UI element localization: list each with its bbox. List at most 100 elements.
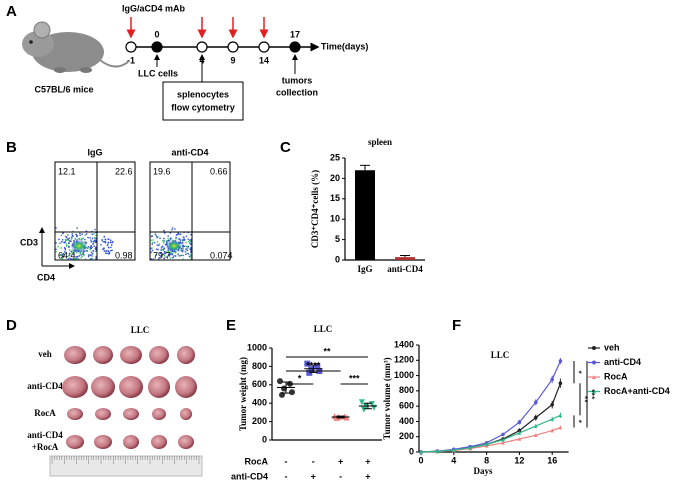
y-tick-label: 600	[399, 401, 414, 411]
density-dot	[106, 252, 108, 255]
density-dot	[177, 253, 180, 256]
panel-label: E	[226, 317, 236, 334]
data-point	[517, 420, 522, 424]
significance-label: **	[580, 396, 590, 404]
density-dot	[182, 258, 184, 260]
mouse-label: C57BL/6 mice	[34, 84, 93, 94]
data-point	[550, 417, 554, 421]
density-dot	[95, 241, 97, 243]
legend-marker	[592, 389, 596, 394]
density-dot	[89, 248, 91, 251]
density-dot	[190, 240, 192, 243]
data-point	[419, 450, 423, 454]
density-dot	[87, 254, 90, 256]
density-dot	[83, 250, 86, 253]
data-point	[558, 413, 563, 418]
density-dot	[92, 242, 95, 245]
density-dot	[84, 238, 86, 241]
density-dot	[67, 255, 70, 257]
density-dot	[82, 237, 84, 240]
y-axis-label: Tumor volume (mm³)	[382, 357, 392, 439]
mouse-icon	[22, 21, 129, 73]
y-tick-label: 0	[262, 434, 267, 444]
density-dot	[92, 250, 95, 252]
density-dot	[68, 254, 71, 256]
density-dot	[175, 237, 177, 240]
density-core	[166, 240, 182, 252]
density-dot	[183, 237, 185, 239]
density-dot	[190, 251, 192, 253]
density-dot	[104, 252, 107, 255]
density-dot	[151, 249, 154, 252]
density-dot	[182, 249, 184, 251]
tumor	[149, 346, 169, 364]
quadrant-value: 12.1	[58, 166, 76, 176]
condition-sign: +	[365, 471, 370, 481]
assay-label: flow cytometry	[171, 102, 235, 112]
density-dot	[90, 254, 93, 256]
density-dot	[159, 252, 162, 255]
density-dot	[169, 251, 172, 253]
density-dot	[104, 241, 107, 244]
significance-label: ***	[587, 389, 597, 400]
density-dot	[73, 239, 75, 242]
row-label: anti-CD4	[27, 381, 63, 391]
condition-sign: +	[365, 456, 370, 466]
density-dot	[159, 237, 161, 239]
density-dot	[188, 240, 190, 243]
x-tick-label: 0	[418, 455, 423, 465]
density-dot	[62, 256, 64, 259]
legend-label: anti-CD4	[604, 357, 641, 367]
density-dot	[168, 254, 171, 256]
density-dot	[82, 252, 85, 254]
data-point	[517, 428, 522, 433]
panel-label: C	[280, 139, 291, 156]
density-dot	[71, 237, 73, 239]
density-dot	[102, 248, 104, 251]
y-axis-label: CD3⁺CD4⁺cells (%)	[310, 170, 320, 248]
density-dot	[76, 235, 78, 238]
density-dot	[59, 242, 61, 244]
x-tick-label: IgG	[357, 264, 372, 274]
density-dot	[185, 248, 187, 250]
density-dot	[190, 243, 192, 246]
density-dot	[186, 252, 189, 255]
density-dot	[167, 239, 170, 242]
density-dot	[152, 258, 155, 260]
row-label: veh	[38, 349, 52, 359]
tumor	[148, 376, 170, 398]
significance-label: ****	[306, 360, 321, 370]
data-point	[501, 432, 505, 437]
tumor	[93, 346, 113, 364]
density-dot	[72, 258, 74, 260]
density-dot	[189, 242, 191, 245]
data-point	[534, 415, 538, 420]
density-dot	[80, 254, 82, 256]
flow-y-label: CD3	[20, 237, 38, 247]
density-dot	[59, 254, 62, 256]
density-dot	[187, 245, 190, 248]
tumor	[94, 435, 112, 449]
density-dot	[185, 235, 188, 237]
legend-marker	[592, 360, 596, 365]
density-dot	[93, 239, 96, 242]
condition-sign: -	[312, 456, 315, 466]
series-line	[420, 382, 561, 453]
condition-sign: -	[339, 471, 342, 481]
density-dot	[162, 253, 164, 255]
density-dot	[67, 242, 70, 245]
x-tick-label: 12	[514, 455, 524, 465]
density-dot	[157, 248, 159, 251]
density-dot	[90, 258, 92, 260]
chart-title: LLC	[314, 324, 333, 334]
density-dot	[108, 238, 110, 240]
density-dot	[100, 244, 102, 246]
density-dot	[190, 233, 192, 236]
density-dot	[166, 240, 169, 243]
density-dot	[86, 246, 89, 249]
assay-label: splenocytes	[177, 89, 229, 99]
density-dot	[174, 228, 176, 230]
density-dot	[103, 250, 106, 253]
density-dot	[95, 247, 97, 250]
density-dot	[74, 238, 77, 240]
